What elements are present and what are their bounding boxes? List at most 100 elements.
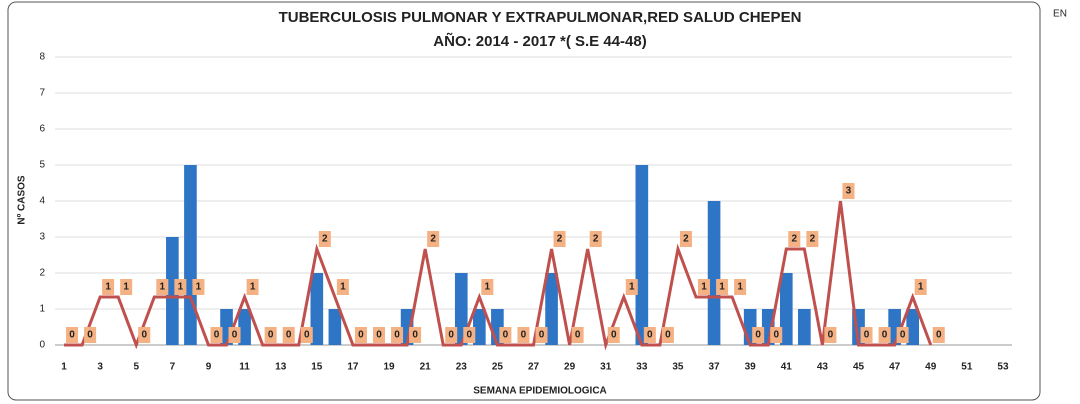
- x-tick-label: 11: [239, 362, 250, 373]
- data-label-box: [752, 327, 765, 343]
- data-label-box: [716, 279, 729, 295]
- data-label-box: [734, 279, 747, 295]
- data-label-box: [643, 327, 656, 343]
- bar: [328, 309, 342, 345]
- y-tick-label: 1: [39, 304, 45, 315]
- data-label-box: [625, 279, 638, 295]
- x-tick-label: 39: [745, 362, 757, 373]
- data-label-box: [788, 231, 801, 247]
- bar: [184, 165, 197, 345]
- data-label: 0: [376, 330, 382, 341]
- bar: [707, 201, 721, 345]
- x-tick-label: 49: [925, 362, 937, 373]
- data-label-box: [860, 327, 873, 343]
- x-tick-label: 45: [853, 362, 865, 373]
- x-tick-label: 23: [456, 362, 468, 373]
- data-label: 1: [629, 282, 635, 293]
- data-label: 0: [358, 330, 364, 341]
- x-tick-label: 15: [311, 362, 323, 373]
- data-label: 3: [846, 186, 852, 197]
- y-axis-label: Nº CASOS: [17, 175, 28, 225]
- data-label-box: [372, 327, 385, 343]
- x-tick-label: 1: [61, 362, 67, 373]
- data-label: 0: [539, 330, 545, 341]
- data-label: 1: [123, 282, 129, 293]
- data-label: 1: [250, 282, 256, 293]
- data-label: 1: [701, 282, 707, 293]
- data-label-box: [463, 327, 476, 343]
- data-label: 0: [773, 330, 779, 341]
- x-tick-label: 21: [420, 362, 432, 373]
- bar: [166, 237, 179, 345]
- data-label: 0: [936, 330, 942, 341]
- x-tick-label: 47: [889, 362, 901, 373]
- data-label: 0: [900, 330, 906, 341]
- data-label-box: [427, 231, 440, 247]
- y-tick-label: 5: [39, 160, 45, 171]
- x-tick-label: 37: [709, 362, 721, 373]
- data-label-box: [770, 327, 783, 343]
- data-label-box: [102, 279, 115, 295]
- chart-subtitle: AÑO: 2014 - 2017 *( S.E 44-48): [433, 32, 646, 50]
- data-label-box: [300, 327, 313, 343]
- data-label-box: [896, 327, 909, 343]
- x-axis-label: SEMANA EPIDEMIOLOGICA: [473, 386, 607, 397]
- data-label: 1: [340, 282, 346, 293]
- corner-text: EN: [1053, 9, 1067, 20]
- bar: [545, 273, 558, 345]
- x-tick-label: 53: [997, 362, 1009, 373]
- data-label: 1: [737, 282, 743, 293]
- data-label: 1: [160, 282, 166, 293]
- bar: [798, 309, 811, 345]
- data-label: 2: [430, 234, 436, 245]
- x-tick-label: 41: [781, 362, 793, 373]
- x-tick-label: 9: [206, 362, 212, 373]
- data-label-box: [535, 327, 548, 343]
- data-label: 1: [105, 282, 111, 293]
- data-label: 2: [810, 234, 816, 245]
- data-label-box: [806, 231, 819, 247]
- data-label-box: [282, 327, 295, 343]
- line: [64, 200, 933, 351]
- data-label-box: [66, 327, 79, 343]
- data-label-box: [354, 327, 367, 343]
- data-label: 0: [882, 330, 888, 341]
- x-tick-label: 51: [961, 362, 973, 373]
- bar: [238, 309, 251, 345]
- data-label: 2: [322, 234, 328, 245]
- data-label: 1: [485, 282, 491, 293]
- data-label-box: [336, 279, 349, 295]
- data-label: 0: [141, 330, 147, 341]
- data-label: 0: [286, 330, 292, 341]
- y-tick-label: 8: [39, 52, 45, 63]
- data-label-box: [517, 327, 530, 343]
- data-label: 2: [792, 234, 798, 245]
- data-label: 0: [268, 330, 274, 341]
- data-label: 0: [304, 330, 310, 341]
- data-label: 0: [466, 330, 472, 341]
- x-tick-label: 19: [383, 362, 395, 373]
- data-label: 0: [412, 330, 418, 341]
- y-tick-label: 2: [39, 268, 45, 279]
- data-label: 1: [918, 282, 924, 293]
- data-label-box: [246, 279, 259, 295]
- data-label-box: [174, 279, 187, 295]
- x-tick-label: 35: [672, 362, 684, 373]
- x-tick-label: 13: [275, 362, 287, 373]
- data-label: 0: [828, 330, 834, 341]
- data-label-box: [445, 327, 458, 343]
- data-label: 0: [647, 330, 653, 341]
- data-label: 0: [394, 330, 400, 341]
- x-tick-label: 27: [528, 362, 540, 373]
- data-label-box: [264, 327, 277, 343]
- data-label: 0: [448, 330, 454, 341]
- data-label-box: [318, 231, 331, 247]
- data-label-box: [192, 279, 205, 295]
- x-tick-label: 25: [492, 362, 504, 373]
- data-label: 1: [196, 282, 202, 293]
- data-label: 2: [593, 234, 599, 245]
- bar: [635, 165, 649, 345]
- y-tick-label: 0: [39, 340, 45, 351]
- data-label-box: [409, 327, 422, 343]
